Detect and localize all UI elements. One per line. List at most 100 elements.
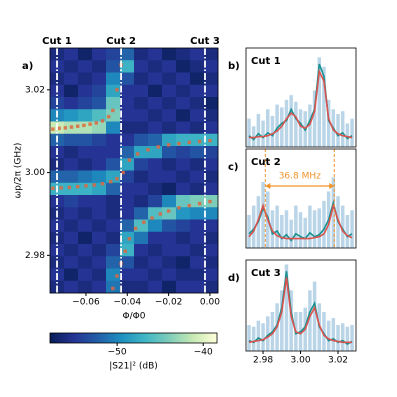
heatmap-cell — [190, 207, 205, 220]
panel-label: c) — [228, 162, 239, 173]
heatmap-cell — [162, 170, 177, 184]
plot-frame — [245, 148, 357, 249]
fit-point — [75, 184, 80, 189]
heatmap-cell — [204, 84, 219, 98]
heatmap-cell — [64, 207, 79, 220]
heatmap-cell — [148, 219, 163, 233]
heatmap-cell — [162, 146, 177, 159]
heatmap-cell — [134, 256, 149, 269]
heatmap-cell — [78, 182, 93, 196]
fit-point — [177, 141, 181, 146]
panel-label: a) — [22, 61, 33, 72]
fit-point — [156, 145, 160, 149]
heatmap-cell — [190, 146, 205, 159]
heatmap-cell — [148, 133, 163, 147]
heatmap-cell — [106, 170, 121, 184]
heatmap-cell — [204, 182, 219, 196]
heatmap-cell — [120, 219, 135, 233]
heatmap-cell — [78, 84, 93, 98]
heatmap-cell — [176, 280, 191, 294]
heatmap-cell — [190, 158, 205, 171]
colorbar-label: |S21|² (dB) — [109, 362, 158, 372]
fit-point — [63, 126, 67, 130]
heatmap-cell — [92, 280, 107, 294]
heatmap-cell — [106, 207, 121, 220]
heatmap-cell — [190, 121, 205, 135]
heatmap-cell — [134, 84, 149, 98]
heatmap-cell — [162, 60, 177, 73]
fit-point — [82, 123, 86, 128]
heatmap-cell — [204, 72, 219, 86]
heatmap-cell — [92, 60, 107, 73]
fit-point — [109, 179, 113, 184]
heatmap-cell — [92, 121, 107, 135]
heatmap-cell — [92, 109, 107, 122]
heatmap-cell — [190, 60, 205, 73]
fit-point — [187, 140, 191, 145]
panel-title: Cut 1 — [251, 56, 281, 67]
heatmap-cell — [64, 60, 79, 73]
heatmap-cell — [162, 231, 177, 245]
fit-point — [166, 143, 171, 147]
fit-point — [100, 119, 105, 123]
heatmap-cell — [78, 158, 93, 171]
heatmap-cell — [162, 121, 177, 135]
heatmap-cell — [78, 231, 93, 245]
x-tick-label: 3.02 — [328, 356, 348, 366]
heatmap-cell — [106, 182, 121, 196]
panel-title: Cut 3 — [251, 268, 281, 279]
heatmap-cell — [106, 48, 121, 61]
heatmap-cell — [176, 60, 191, 73]
heatmap-cell — [134, 133, 149, 147]
heatmap-cell — [134, 48, 149, 61]
heatmap-cell — [204, 109, 219, 122]
heatmap-cell — [106, 256, 121, 269]
x-tick-label: 2.98 — [253, 356, 273, 366]
annotation: 36.8 MHz — [279, 172, 321, 182]
panel-label: d) — [228, 273, 240, 284]
panel-label: b) — [228, 61, 240, 72]
heatmap-cell — [64, 158, 79, 171]
cut-label: Cut 3 — [190, 36, 220, 47]
heatmap-cell — [162, 158, 177, 171]
heatmap-cell — [106, 109, 121, 122]
heatmap-cell — [148, 97, 163, 110]
heatmap-cell — [162, 97, 177, 110]
fit-point — [59, 186, 63, 190]
heatmap-cell — [92, 133, 107, 147]
heatmap-cell — [64, 146, 79, 159]
fit-point — [177, 206, 181, 210]
heatmap-cell — [190, 231, 205, 245]
heatmap-cell — [106, 195, 121, 208]
heatmap-cell — [190, 72, 205, 86]
heatmap-cell — [64, 84, 79, 98]
heatmap-cell — [176, 195, 191, 208]
fit-point — [92, 183, 96, 187]
heatmap-cell — [78, 195, 93, 208]
heatmap-cell — [162, 84, 177, 98]
heatmap-cell — [120, 84, 135, 98]
fit-point — [146, 148, 150, 152]
fit-point — [111, 286, 115, 291]
heatmap-cell — [64, 109, 79, 122]
fit-point — [75, 124, 80, 128]
heatmap-cell — [204, 146, 219, 159]
fit-point — [100, 182, 105, 186]
fit-point — [115, 88, 119, 92]
heatmap-cell — [162, 256, 177, 269]
heatmap-cell — [120, 72, 135, 86]
heatmap-cell — [92, 256, 107, 269]
heatmap-cell — [176, 170, 191, 184]
heatmap-cell — [106, 133, 121, 147]
trace — [249, 68, 353, 139]
heatmap-cell — [204, 60, 219, 73]
heatmap-cell — [176, 182, 191, 196]
fit-point — [208, 199, 212, 204]
fit-point — [208, 139, 212, 143]
heatmap-cell — [162, 72, 177, 86]
heatmap-cell — [92, 97, 107, 110]
fit-point — [51, 186, 55, 190]
heatmap-cell — [106, 244, 121, 257]
heatmap-cell — [176, 158, 191, 171]
heatmap-cell — [106, 268, 121, 282]
